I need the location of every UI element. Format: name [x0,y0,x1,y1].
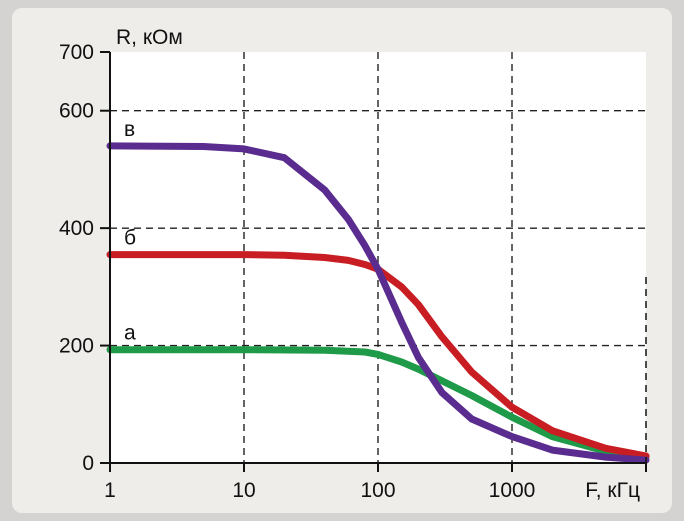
series-line-б [106,251,650,460]
series-layer [106,142,650,464]
axes-layer [100,51,647,472]
labels-layer: 0 200 400 600 700 1 10 100 1000 R, кОм F, кГц а б в [59,26,640,502]
x-tick-label: 1000 [489,479,536,502]
series-line-а [106,346,650,461]
series-label-в: в [124,118,135,141]
x-tick-label: 1 [104,479,116,502]
series-label-а: а [124,322,136,345]
x-axis-title: F, кГц [585,479,640,502]
y-tick-label: 700 [59,41,94,64]
series-label-б: б [124,227,136,250]
y-tick-label: 0 [82,452,94,475]
y-tick-label: 200 [59,335,94,358]
x-tick-label: 10 [232,479,255,502]
y-axis-title: R, кОм [116,26,183,49]
series-line-в [106,142,650,464]
y-tick-label: 400 [59,217,94,240]
y-tick-label: 600 [59,100,94,123]
x-tick-label: 100 [360,479,395,502]
